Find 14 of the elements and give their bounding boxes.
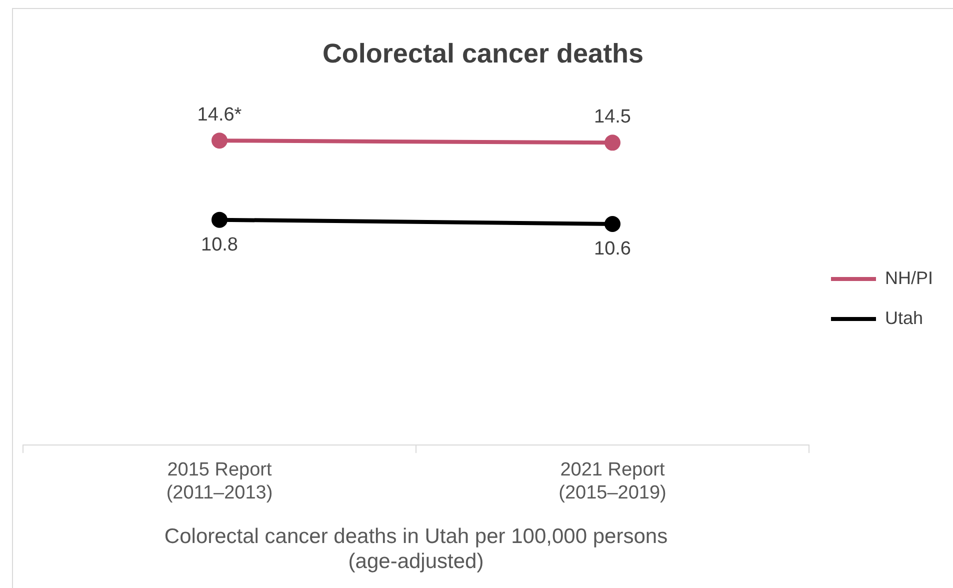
x-tick-label: 2021 Report (2015–2019)	[558, 460, 666, 504]
point	[212, 132, 228, 149]
data-label: 10.6	[594, 238, 631, 260]
x-tick-label: 2015 Report (2011–2013)	[166, 460, 273, 504]
point	[212, 212, 228, 228]
legend-label: Utah	[884, 308, 924, 328]
chart-title: Colorectal cancer deaths	[322, 38, 644, 69]
x-axis-title: Colorectal cancer deaths in Utah per 100,000 persons (age-adjusted)	[164, 524, 668, 574]
point	[604, 216, 620, 232]
data-label: 10.8	[201, 234, 238, 256]
point	[604, 134, 620, 151]
legend-label: NH/PI	[884, 268, 934, 288]
data-label: 14.6*	[197, 104, 242, 126]
data-label: 14.5	[594, 106, 631, 128]
